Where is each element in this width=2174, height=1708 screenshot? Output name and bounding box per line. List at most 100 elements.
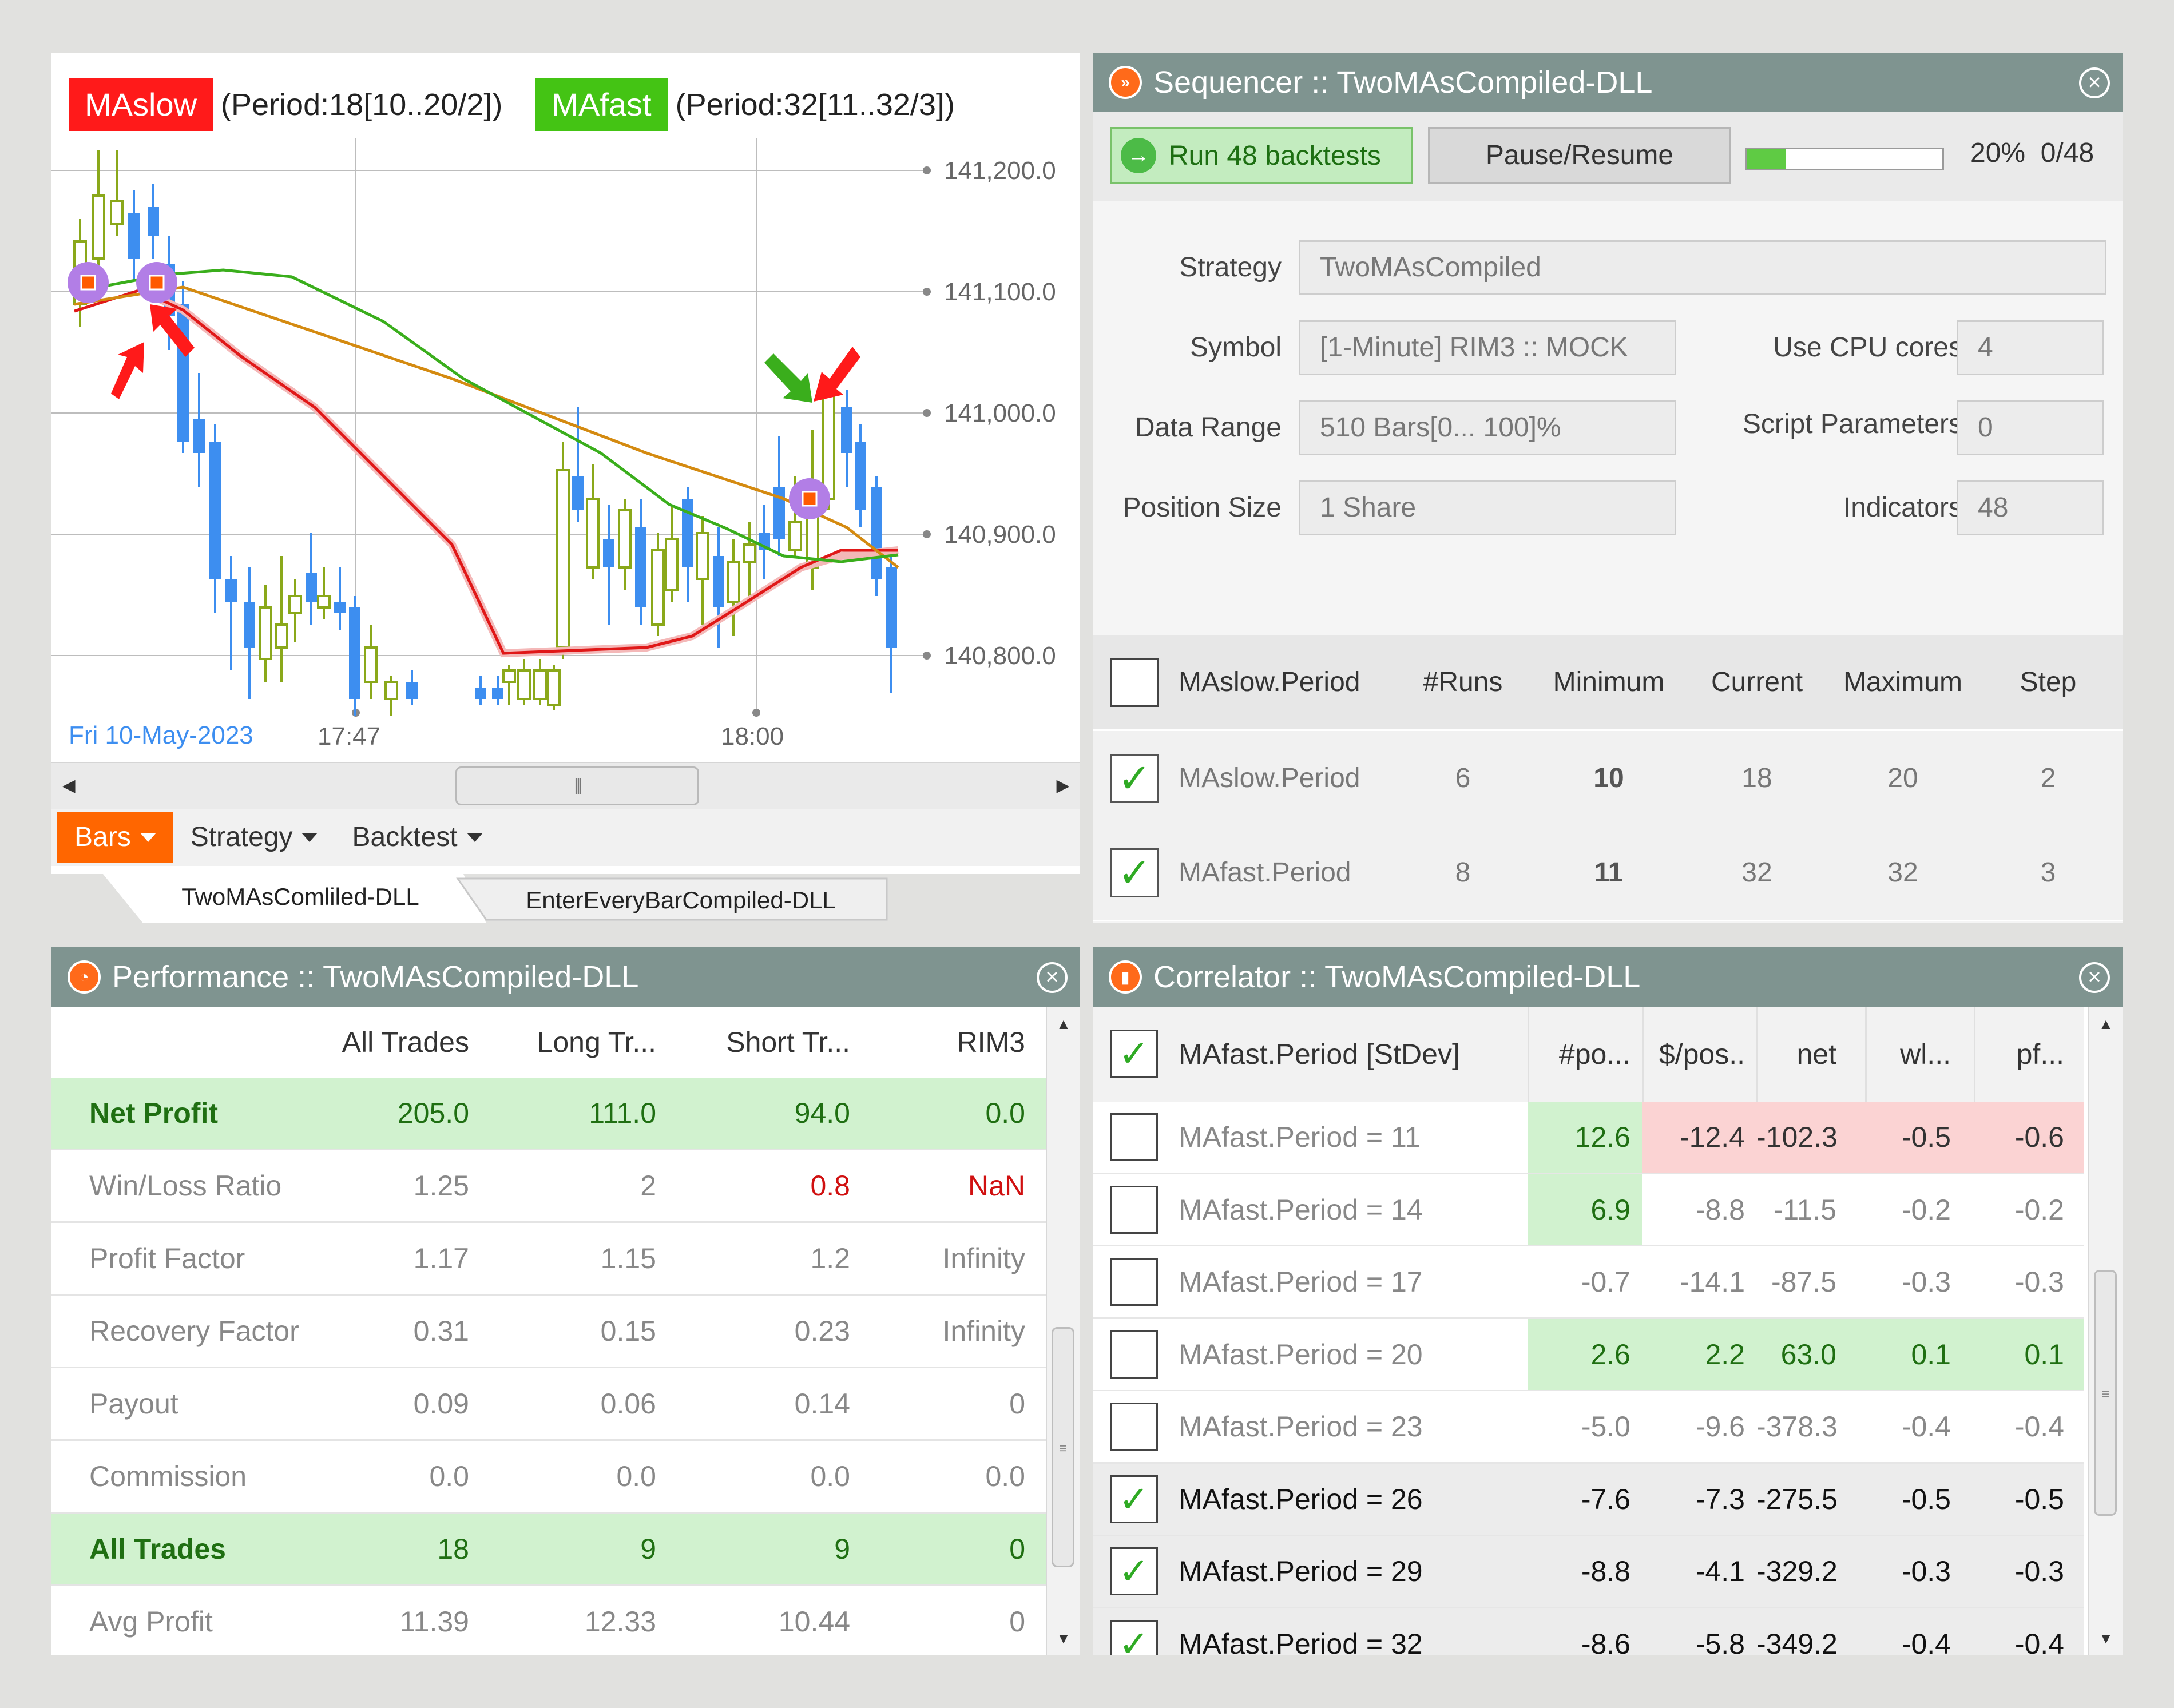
col-current[interactable]: Current	[1711, 667, 1803, 697]
tab-twomas-compiled[interactable]: TwoMAsComliled-DLL	[181, 883, 419, 910]
row-checkbox[interactable]	[1110, 1185, 1158, 1234]
select-all-checkbox[interactable]	[1110, 658, 1159, 707]
param-checkbox[interactable]: ✓	[1110, 848, 1159, 897]
symbol-field[interactable]: [1-Minute] RIM3 :: MOCK	[1299, 320, 1676, 375]
correlator-value: -0.2	[2014, 1193, 2064, 1226]
cpu-cores-field[interactable]: 4	[1957, 320, 2104, 375]
correlator-row[interactable]: MAfast.Period = 17 -0.7 -14.1 -87.5 -0.3 -0.3	[1093, 1246, 2084, 1319]
col-param[interactable]: MAfast.Period [StDev]	[1179, 1038, 1460, 1070]
col-net[interactable]: net	[1796, 1038, 1836, 1070]
param-max: 32	[1887, 857, 1918, 888]
col-long-trades[interactable]: Long Tr...	[537, 1026, 656, 1058]
data-range-field[interactable]: 510 Bars[0... 100]%	[1299, 400, 1676, 455]
script-params-field[interactable]: 0	[1957, 400, 2104, 455]
correlator-value: -8.8	[1581, 1555, 1631, 1587]
tab-enter-every-bar[interactable]: EnterEveryBarCompiled-DLL	[526, 887, 836, 913]
correlator-row[interactable]: MAfast.Period = 23 -5.0 -9.6 -378.3 -0.4 -0.4	[1093, 1391, 2084, 1464]
correlator-value: 0.1	[1974, 1318, 2084, 1390]
position-size-field[interactable]: 1 Share	[1299, 480, 1676, 535]
col-maximum[interactable]: Maximum	[1843, 667, 1962, 697]
column-divider[interactable]	[1865, 1007, 1867, 1102]
chart-panel: 141,200.0 141,100.0 141,000.0 140,900.0 …	[51, 53, 1080, 923]
correlator-row[interactable]: ✓ MAfast.Period = 26 -7.6 -7.3 -275.5 -0.5 -0.…	[1093, 1463, 2084, 1536]
run-backtests-button[interactable]: → Run 48 backtests	[1110, 127, 1413, 184]
param-cur[interactable]: 32	[1741, 857, 1772, 888]
col-runs[interactable]: #Runs	[1423, 667, 1503, 697]
performance-row: Payout 0.09 0.06 0.14 0	[51, 1368, 1047, 1441]
correlator-value: -0.3	[1901, 1555, 1951, 1587]
performance-table-header: All Trades Long Tr... Short Tr... RIM3	[51, 1007, 1047, 1078]
price-chart[interactable]: 141,200.0 141,100.0 141,000.0 140,900.0 …	[51, 53, 1080, 762]
correlator-label: MAfast.Period = 26	[1179, 1483, 1423, 1515]
col-short-trades[interactable]: Short Tr...	[726, 1026, 850, 1058]
row-checkbox[interactable]: ✓	[1110, 1619, 1158, 1655]
row-checkbox[interactable]	[1110, 1258, 1158, 1306]
scroll-up-icon[interactable]: ▲	[1056, 1015, 1071, 1032]
col-minimum[interactable]: Minimum	[1553, 667, 1665, 697]
scroll-thumb[interactable]: |||	[455, 766, 699, 805]
metric-value: 0.0	[810, 1460, 850, 1492]
correlator-row[interactable]: MAfast.Period = 20 2.6 2.2 63.0 0.1 0.1	[1093, 1318, 2084, 1392]
row-checkbox[interactable]	[1110, 1330, 1158, 1379]
scroll-right-icon[interactable]: ▶	[1056, 776, 1070, 795]
row-checkbox[interactable]: ✓	[1110, 1475, 1158, 1523]
param-min: 10	[1593, 763, 1624, 793]
col-name[interactable]: MAslow.Period	[1179, 667, 1360, 697]
correlator-value: -4.1	[1695, 1555, 1745, 1587]
param-row[interactable]: ✓ MAslow.Period 6 10 18 20 2	[1093, 731, 2123, 827]
correlator-value: -5.0	[1581, 1411, 1631, 1443]
header-checkbox[interactable]: ✓	[1110, 1030, 1158, 1078]
scroll-down-icon[interactable]: ▼	[1056, 1630, 1071, 1647]
param-name: MAslow.Period	[1179, 763, 1360, 793]
row-checkbox[interactable]	[1110, 1113, 1158, 1161]
correlator-vertical-scrollbar[interactable]: ▲ ≡ ▼	[2088, 1007, 2123, 1655]
close-icon[interactable]: ×	[1037, 962, 1068, 993]
metric-value: Infinity	[942, 1315, 1025, 1347]
param-step: 2	[2040, 763, 2056, 793]
col-positions[interactable]: #po...	[1558, 1038, 1631, 1070]
column-divider[interactable]	[1528, 1007, 1529, 1102]
col-wl[interactable]: wl...	[1900, 1038, 1951, 1070]
param-row[interactable]: ✓ MAfast.Period 8 11 32 32 3	[1093, 825, 2123, 921]
chart-horizontal-scrollbar[interactable]: ◀ ||| ▶	[51, 762, 1080, 810]
trade-markers	[68, 262, 830, 519]
row-checkbox[interactable]	[1110, 1403, 1158, 1451]
param-cur[interactable]: 18	[1741, 763, 1772, 793]
metric-value: 0	[1009, 1606, 1025, 1638]
col-rim3[interactable]: RIM3	[957, 1026, 1025, 1058]
scroll-thumb[interactable]: ≡	[1052, 1327, 1074, 1567]
scroll-left-icon[interactable]: ◀	[62, 776, 76, 795]
correlator-row[interactable]: ✓ MAfast.Period = 29 -8.8 -4.1 -329.2 -0.3 -0.…	[1093, 1536, 2084, 1608]
bars-menu[interactable]: Bars	[57, 812, 173, 863]
indicators-field[interactable]: 48	[1957, 480, 2104, 535]
scroll-down-icon[interactable]: ▼	[2098, 1630, 2113, 1647]
col-step[interactable]: Step	[2020, 667, 2077, 697]
correlator-row[interactable]: ✓ MAfast.Period = 32 -8.6 -5.8 -349.2 -0.4 -0.…	[1093, 1608, 2084, 1655]
sequencer-toolbar: → Run 48 backtests Pause/Resume 20% 0/48	[1093, 112, 2123, 201]
strategy-field[interactable]: TwoMAsCompiled	[1299, 240, 2106, 295]
column-divider[interactable]	[1974, 1007, 1975, 1102]
close-icon[interactable]: ×	[2079, 962, 2110, 993]
scroll-thumb[interactable]: ≡	[2094, 1270, 2117, 1516]
scroll-up-icon[interactable]: ▲	[2098, 1015, 2113, 1032]
legend-mafast-tag[interactable]: MAfast	[535, 78, 668, 131]
col-all-trades[interactable]: All Trades	[342, 1026, 469, 1058]
col-pf[interactable]: pf...	[2016, 1038, 2064, 1070]
chevron-down-icon	[466, 833, 483, 842]
strategy-menu[interactable]: Strategy	[173, 812, 335, 863]
chevron-down-icon	[140, 833, 156, 842]
param-checkbox[interactable]: ✓	[1110, 754, 1159, 803]
metric-value: 9	[640, 1533, 656, 1565]
column-divider[interactable]	[1756, 1007, 1758, 1102]
pause-resume-button[interactable]: Pause/Resume	[1428, 127, 1731, 184]
column-divider[interactable]	[1642, 1007, 1644, 1102]
col-per-position[interactable]: $/pos..	[1659, 1038, 1745, 1070]
legend-maslow-tag[interactable]: MAslow	[69, 78, 213, 131]
performance-vertical-scrollbar[interactable]: ▲ ≡ ▼	[1046, 1007, 1080, 1655]
row-checkbox[interactable]: ✓	[1110, 1547, 1158, 1595]
close-icon[interactable]: ×	[2079, 67, 2110, 98]
symbol-label: Symbol	[1189, 332, 1282, 363]
backtest-menu[interactable]: Backtest	[335, 812, 499, 863]
correlator-row[interactable]: MAfast.Period = 11 12.6 -12.4 -102.3 -0.5 -0.…	[1093, 1102, 2084, 1174]
correlator-row[interactable]: MAfast.Period = 14 6.9 -8.8 -11.5 -0.2 -0.2	[1093, 1174, 2084, 1247]
